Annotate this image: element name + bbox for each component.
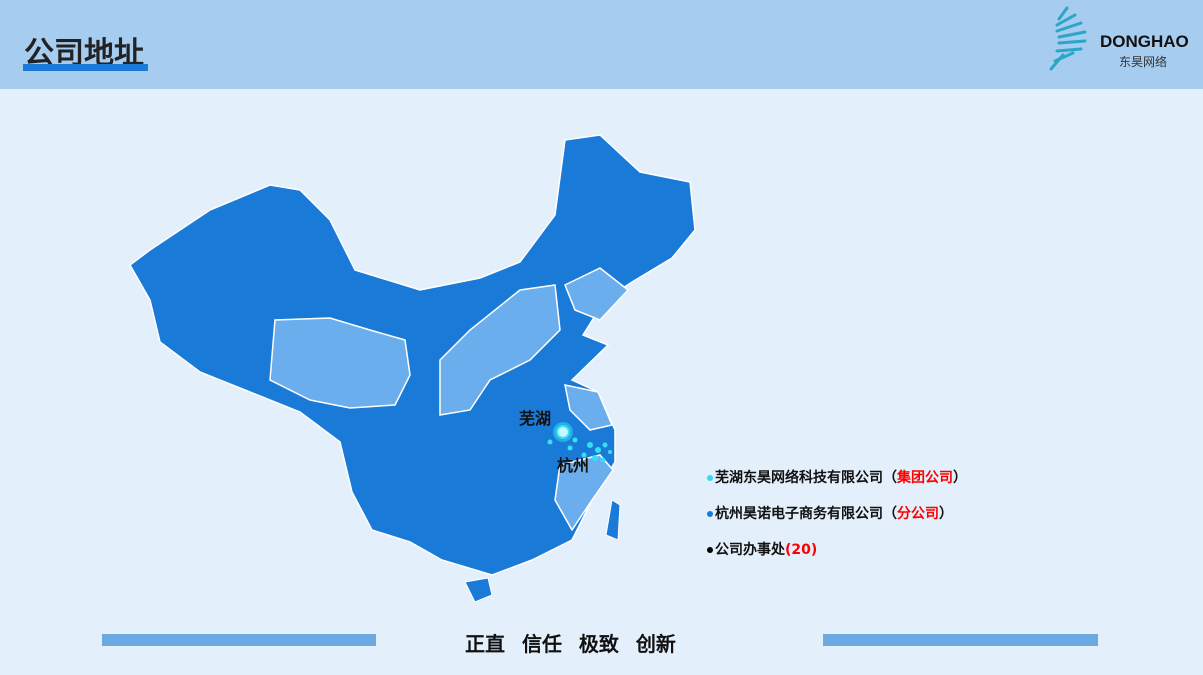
province-jiangsu	[564, 384, 614, 431]
china-mainland	[129, 134, 696, 576]
legend-highlight: 集团公司	[897, 470, 953, 486]
legend-suffix: ）	[953, 470, 967, 486]
legend-text: 芜湖东昊网络科技有限公司（	[715, 470, 897, 486]
marker-wuhu	[553, 422, 573, 442]
title-underline	[23, 64, 148, 71]
logo-name: DONGHAO	[1100, 32, 1189, 51]
city-label-hangzhou: 杭州	[557, 456, 590, 475]
province-liaoning	[564, 267, 630, 321]
legend-text: 公司办事处	[715, 542, 785, 558]
feather-logo-icon	[1049, 6, 1087, 71]
footer-bar-right	[823, 634, 1098, 646]
legend-suffix: ）	[939, 506, 953, 522]
island-hainan	[464, 577, 493, 603]
province-north-central	[439, 284, 561, 416]
legend-item-hangzhou: 杭州昊诺电子商务有限公司（分公司）	[707, 503, 953, 523]
marker-hangzhou-offices	[547, 437, 612, 463]
footer-bar-left	[102, 634, 376, 646]
bullet-icon	[707, 511, 713, 517]
logo-name-cn: 东昊网络	[1119, 55, 1168, 69]
city-label-wuhu: 芜湖	[519, 409, 552, 428]
footer-motto: 正直 信任 极致 创新	[465, 632, 676, 656]
header-bar	[0, 0, 1203, 89]
legend-highlight: (20)	[785, 542, 818, 558]
province-qinghai	[269, 317, 411, 409]
legend-item-wuhu: 芜湖东昊网络科技有限公司（集团公司）	[707, 467, 967, 487]
bullet-icon	[707, 475, 713, 481]
legend-item-offices: 公司办事处(20)	[707, 539, 817, 559]
legend-highlight: 分公司	[897, 506, 939, 522]
bullet-icon	[707, 547, 713, 553]
island-taiwan	[605, 499, 621, 541]
province-zhejiang-fujian	[554, 454, 614, 532]
legend-text: 杭州昊诺电子商务有限公司（	[715, 506, 897, 522]
logo: DONGHAO 东昊网络	[1045, 5, 1195, 75]
